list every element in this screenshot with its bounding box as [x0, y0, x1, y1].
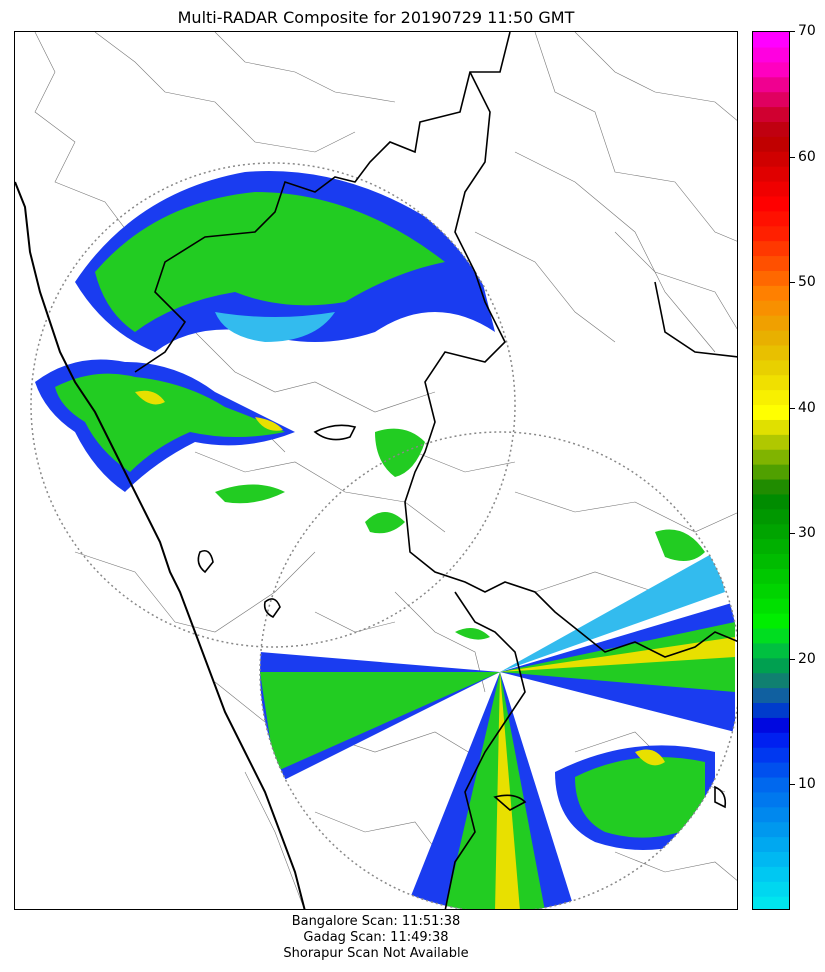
colorbar-band	[753, 568, 789, 584]
range-rings	[30, 162, 737, 909]
colorbar-band	[753, 61, 789, 78]
chart-title: Multi-RADAR Composite for 20190729 11:50…	[177, 8, 575, 27]
colorbar-tick-label: 50	[798, 274, 816, 291]
colorbar-tick-label: 70	[798, 23, 816, 39]
north-radar-echoes	[35, 171, 495, 534]
colorbar-tick-mark	[790, 658, 795, 660]
colorbar-band	[753, 91, 789, 108]
colorbar-band	[753, 46, 789, 63]
colorbar-band	[753, 672, 789, 689]
colorbar-band	[753, 315, 789, 331]
colorbar-band	[753, 851, 789, 867]
colorbar-band	[753, 300, 789, 316]
radar-map	[14, 31, 738, 910]
range-ring-south	[259, 431, 737, 909]
gadag-scan-label: Gadag Scan: 11:49:38	[303, 930, 449, 945]
colorbar-band	[753, 538, 789, 555]
colorbar-band	[753, 523, 789, 540]
colorbar-band	[753, 762, 789, 778]
range-ring-north	[30, 162, 516, 648]
colorbar-band	[753, 106, 789, 122]
colorbar-band	[753, 285, 789, 301]
colorbar-band	[753, 717, 789, 733]
colorbar-tick-mark	[790, 282, 795, 284]
colorbar-band	[753, 598, 789, 614]
colorbar-band	[753, 583, 789, 599]
coastline	[15, 181, 306, 909]
colorbar-tick-label: 30	[798, 525, 816, 542]
colorbar-band	[753, 836, 789, 853]
colorbar-ticks: 10 20 30 40 50 60 70	[790, 23, 825, 910]
colorbar-band	[753, 121, 789, 137]
colorbar-band	[753, 210, 789, 227]
colorbar-band	[753, 508, 789, 525]
colorbar-band	[753, 404, 789, 420]
colorbar-band	[753, 329, 789, 346]
colorbar-band	[753, 166, 789, 182]
colorbar-band	[753, 553, 789, 569]
colorbar-band	[753, 866, 789, 882]
colorbar-band	[753, 493, 789, 510]
colorbar-band	[753, 389, 789, 406]
colorbar-tick-mark	[790, 407, 795, 409]
colorbar-band	[753, 255, 789, 271]
shorapur-scan-label: Shorapur Scan Not Available	[283, 946, 469, 961]
colorbar-band	[753, 478, 789, 495]
colorbar-band	[753, 732, 789, 748]
radar-map-svg	[15, 32, 737, 909]
colorbar-band	[753, 806, 789, 823]
colorbar-tick-mark	[790, 156, 795, 158]
colorbar-band	[753, 434, 789, 450]
colorbar-band	[753, 195, 789, 212]
colorbar-band	[753, 747, 789, 763]
colorbar-tick-mark	[790, 31, 795, 32]
colorbar-band	[753, 359, 789, 376]
colorbar-band	[753, 657, 789, 674]
colorbar-band	[753, 240, 789, 257]
colorbar-tick-label: 20	[798, 650, 816, 667]
colorbar-tick-label: 60	[798, 148, 816, 165]
colorbar-tick-mark	[790, 784, 795, 786]
south-radar-echoes	[260, 529, 735, 909]
colorbar-tick-label: 10	[798, 776, 816, 793]
colorbar-svg	[753, 32, 789, 909]
colorbar-tick-mark	[790, 533, 795, 535]
colorbar-band	[753, 627, 789, 644]
state-boundaries	[134, 32, 737, 909]
colorbar-band	[753, 702, 789, 718]
colorbar-band	[753, 151, 789, 167]
colorbar-band	[753, 136, 789, 152]
scan-footer: Bangalore Scan: 11:51:38 Gadag Scan: 11:…	[14, 914, 738, 962]
colorbar-band	[753, 776, 789, 793]
colorbar-band	[753, 270, 789, 286]
colorbar-band	[753, 76, 789, 93]
colorbar-band	[753, 821, 789, 838]
colorbar-band	[753, 32, 789, 48]
colorbar-band	[753, 896, 789, 909]
bangalore-scan-label: Bangalore Scan: 11:51:38	[291, 914, 461, 929]
colorbar-band	[753, 374, 789, 391]
colorbar-band	[753, 225, 789, 242]
colorbar	[752, 31, 790, 910]
colorbar-band	[753, 613, 789, 629]
colorbar-band	[753, 419, 789, 435]
colorbar-band	[753, 464, 789, 480]
colorbar-band	[753, 791, 789, 808]
colorbar-band	[753, 642, 789, 659]
colorbar-band	[753, 449, 789, 465]
colorbar-band	[753, 687, 789, 704]
colorbar-tick-label: 40	[798, 399, 816, 416]
colorbar-band	[753, 881, 789, 897]
colorbar-band	[753, 180, 789, 197]
colorbar-band	[753, 344, 789, 361]
